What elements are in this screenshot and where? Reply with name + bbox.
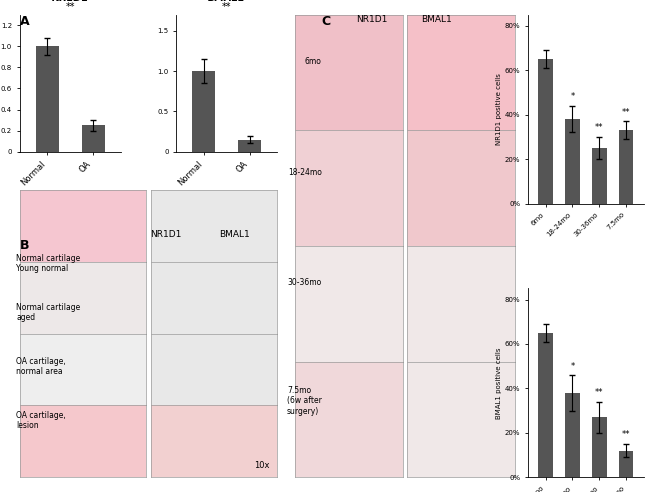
Bar — [538, 333, 553, 477]
Bar — [538, 59, 553, 204]
Bar — [239, 140, 261, 152]
Text: C: C — [322, 15, 331, 28]
Text: **: ** — [65, 2, 75, 12]
Bar — [592, 417, 606, 477]
Text: Normal cartilage
aged: Normal cartilage aged — [16, 303, 81, 322]
Text: *: * — [570, 92, 575, 101]
Text: **: ** — [595, 123, 603, 132]
Text: 30-36mo: 30-36mo — [287, 278, 322, 287]
Text: 6mo: 6mo — [305, 57, 322, 66]
Text: **: ** — [595, 388, 603, 398]
Text: 10x: 10x — [254, 461, 270, 470]
Text: A: A — [20, 15, 29, 28]
Bar — [192, 71, 215, 152]
Bar — [592, 148, 606, 204]
Text: Normal cartilage
Young normal: Normal cartilage Young normal — [16, 253, 81, 273]
Y-axis label: NR1D1 positive cells: NR1D1 positive cells — [496, 73, 502, 145]
Text: OA cartilage,
normal area: OA cartilage, normal area — [16, 357, 66, 376]
Bar — [81, 125, 105, 152]
Bar — [565, 393, 580, 477]
Text: NR1D1: NR1D1 — [150, 230, 181, 239]
Text: 18-24mo: 18-24mo — [288, 168, 322, 177]
Text: **: ** — [222, 2, 231, 12]
Bar — [565, 119, 580, 204]
Text: BMAL1: BMAL1 — [218, 230, 250, 239]
Bar — [36, 46, 58, 152]
Y-axis label: BMAL1 positive cells: BMAL1 positive cells — [496, 347, 502, 419]
Text: *: * — [570, 362, 575, 370]
Text: BMAL1: BMAL1 — [421, 15, 452, 24]
Text: 7.5mo
(6w after
surgery): 7.5mo (6w after surgery) — [287, 386, 322, 416]
Text: NR1D1: NR1D1 — [356, 15, 387, 24]
Text: B: B — [20, 239, 29, 251]
Text: OA cartilage,
lesion: OA cartilage, lesion — [16, 411, 66, 430]
Text: **: ** — [622, 108, 630, 117]
Title: NR1D1: NR1D1 — [51, 0, 88, 3]
Text: **: ** — [622, 430, 630, 439]
Bar — [619, 130, 634, 204]
Bar — [619, 451, 634, 477]
Title: BMAL1: BMAL1 — [208, 0, 246, 3]
